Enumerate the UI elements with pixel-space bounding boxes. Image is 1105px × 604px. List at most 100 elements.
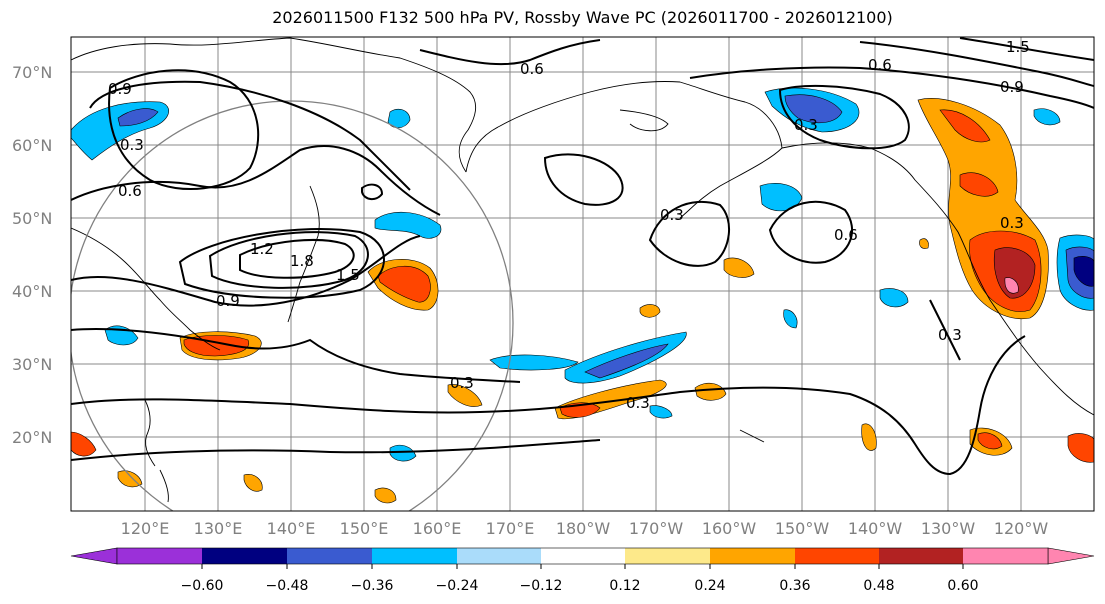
neg-anomaly-canada	[1033, 108, 1061, 126]
colorbar-tick-label: −0.12	[520, 578, 563, 594]
contour-label: 1.5	[1006, 38, 1030, 56]
lon-label: 130°W	[921, 519, 976, 538]
lon-label: 170°W	[629, 519, 684, 538]
coastlines	[71, 37, 1094, 503]
contour-1.8	[239, 238, 355, 279]
latitude-labels: 70°N 60°N 50°N 40°N 30°N 20°N	[12, 63, 52, 447]
coast-philippines	[159, 469, 169, 503]
contour-0.6-aleutian	[543, 153, 624, 206]
colorbar-segment	[879, 548, 963, 564]
colorbar-segment	[625, 548, 710, 564]
lon-label: 150°W	[775, 519, 830, 538]
pos-anomaly-small-1	[639, 304, 661, 318]
lon-label: 180°W	[556, 519, 611, 538]
colorbar-tick-label: 0.36	[779, 578, 810, 594]
pos-anomaly-small-5	[243, 474, 263, 492]
lon-label: 160°E	[413, 519, 462, 538]
colorbar-segment	[117, 548, 202, 564]
pos-anomaly-bc-core	[939, 109, 991, 143]
lon-label: 140°W	[848, 519, 903, 538]
pos-anomaly-small-3	[374, 487, 397, 504]
lat-label: 60°N	[12, 136, 52, 155]
colorbar-segment	[963, 548, 1048, 564]
contour-label: 0.6	[868, 56, 892, 74]
contour-small-closed	[361, 183, 384, 200]
colorbar-tick-label: 0.24	[694, 578, 725, 594]
colorbar-tick-label: 0.12	[609, 578, 640, 594]
lon-label: 170°E	[486, 519, 535, 538]
colorbar: −0.60 −0.48 −0.36 −0.24 −0.12 0.12 0.24 …	[70, 547, 1095, 594]
colorbar-outline	[116, 547, 1049, 565]
colorbar-tick-label: −0.60	[181, 578, 224, 594]
contour-0.3-south	[71, 328, 521, 383]
pos-anomaly-south	[447, 384, 483, 407]
lon-label: 120°E	[121, 519, 170, 538]
neg-anomaly-kuril	[374, 211, 442, 239]
colorbar-segment	[457, 548, 541, 564]
neg-anomaly-central-core	[584, 343, 669, 379]
pos-anomaly-small-7	[919, 238, 929, 249]
contour-label: 0.9	[108, 80, 132, 98]
neg-anomaly-s	[389, 444, 417, 462]
pos-anomaly-california-peak	[1004, 277, 1019, 294]
colorbar-segment	[287, 548, 372, 564]
contour-0.3-tropical	[71, 439, 601, 461]
contour-label: 0.6	[118, 182, 142, 200]
pos-anomaly-se-core	[977, 432, 1003, 450]
colorbar-tick-label: −0.24	[436, 578, 479, 594]
pos-anomaly-bc-core-2	[959, 172, 999, 197]
colorbar-tick-label: 0.48	[863, 578, 894, 594]
contour-label: 1.5	[336, 266, 360, 284]
pv-contours	[71, 37, 1094, 476]
colorbar-tick-label: −0.36	[351, 578, 394, 594]
pos-anomaly-california-core	[993, 247, 1036, 299]
contour-label: 0.6	[834, 226, 858, 244]
lon-label: 150°E	[340, 519, 389, 538]
contour-label: 0.9	[216, 292, 240, 310]
colorbar-ticks	[201, 564, 964, 569]
coast-chukotka	[465, 81, 681, 173]
coast-siberia	[71, 37, 477, 173]
pos-anomaly-west-edge	[71, 431, 97, 457]
pv-shading	[71, 87, 1094, 504]
contour-labels: 0.9 0.3 0.6 1.2 1.8 1.5 0.9 0.6 0.3 0.6 …	[108, 38, 1030, 412]
colorbar-segment	[710, 548, 795, 564]
coast-hawaii	[739, 429, 765, 443]
coast-japan	[287, 185, 320, 323]
longitude-labels: 120°E 130°E 140°E 150°E 160°E 170°E 180°…	[121, 519, 1049, 538]
contour-0.3-east	[929, 299, 961, 361]
lat-label: 30°N	[12, 355, 52, 374]
figure-title: 2026011500 F132 500 hPa PV, Rossby Wave …	[272, 8, 893, 27]
contour-label: 0.3	[938, 326, 962, 344]
contour-0.9-nw	[89, 80, 411, 191]
pos-anomaly-east-japan-core	[377, 265, 431, 303]
contour-1.2	[178, 227, 385, 299]
lat-label: 70°N	[12, 63, 52, 82]
coast-taiwan	[144, 399, 156, 467]
neg-anomaly-nw-core	[117, 108, 159, 127]
pos-anomaly-hawaii-n	[694, 382, 727, 401]
contour-label: 0.3	[120, 136, 144, 154]
contour-label: 0.3	[626, 394, 650, 412]
neg-anomaly-alaska-core	[784, 94, 843, 124]
contour-0.6-nw	[71, 145, 441, 216]
neg-anomaly-small-1	[649, 405, 673, 419]
contour-0.3-southern	[71, 335, 1026, 476]
coast-china-korea	[71, 227, 221, 351]
neg-anomaly-small-2	[783, 309, 798, 329]
lon-label: 160°W	[702, 519, 757, 538]
contour-label: 1.2	[250, 240, 274, 258]
neg-anomaly-ne-pacific	[879, 288, 909, 308]
pos-anomaly-china-core	[183, 335, 249, 357]
pos-anomaly-small-6	[861, 423, 877, 451]
contour-1.5-ne	[959, 37, 1094, 61]
lon-label: 140°E	[267, 519, 316, 538]
contour-label: 0.6	[520, 60, 544, 78]
neg-anomaly-rockies-core	[1073, 256, 1094, 287]
contour-0.9-main	[71, 235, 421, 307]
contour-label: 0.9	[1000, 78, 1024, 96]
neg-anomaly-gulf	[759, 183, 803, 212]
contour-label: 0.3	[450, 374, 474, 392]
contour-0.3-mid	[648, 200, 731, 267]
contour-0.6-ne	[689, 66, 1094, 109]
